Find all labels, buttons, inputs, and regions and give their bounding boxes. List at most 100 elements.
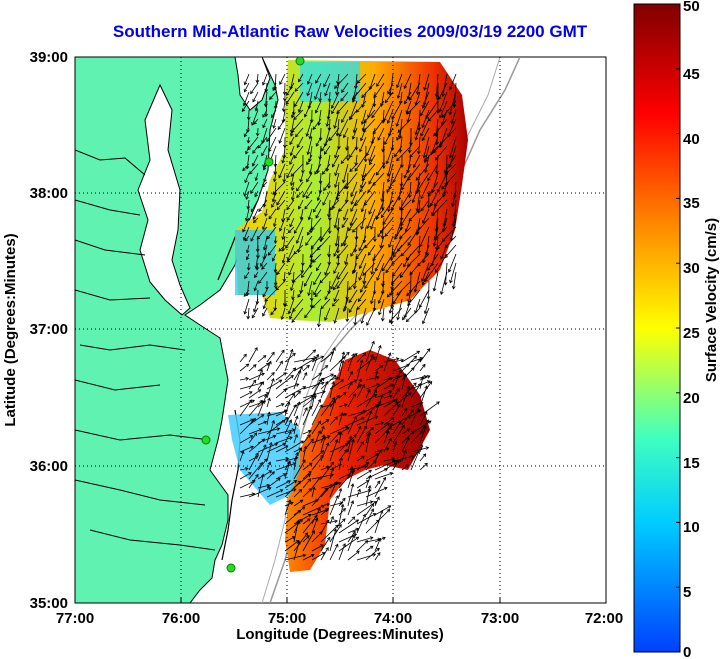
current-vector-arrow [257, 421, 267, 426]
current-vector-arrow [311, 404, 323, 426]
current-vector-arrowhead [343, 216, 347, 221]
current-vector-arrowhead [345, 296, 350, 301]
current-vector-arrow [382, 190, 385, 210]
current-vector-arrow [244, 127, 250, 137]
current-vector-arrow [283, 145, 286, 159]
current-vector-arrow [317, 154, 322, 174]
current-vector-arrow [318, 307, 322, 327]
current-vector-arrow [248, 373, 265, 381]
current-vector-arrow [291, 181, 295, 191]
current-vector-arrowhead [407, 302, 411, 306]
current-vector-arrow [356, 489, 361, 498]
current-vector-arrow [294, 82, 304, 92]
current-vector-arrowhead [342, 508, 346, 512]
current-vector-arrowhead [317, 398, 321, 403]
current-vector-arrow [256, 226, 268, 240]
current-vector-arrowhead [267, 411, 271, 416]
current-vectors [239, 73, 457, 561]
current-vector-arrowhead [314, 517, 319, 522]
current-vector-arrow [435, 118, 439, 137]
current-vector-arrow [246, 154, 250, 169]
current-vector-arrowhead [299, 366, 303, 370]
current-vector-arrow [401, 367, 415, 381]
current-vector-arrowhead [268, 148, 272, 153]
current-vector-arrow [300, 172, 304, 182]
current-vector-arrow [276, 199, 286, 210]
current-vector-arrowhead [324, 92, 328, 97]
current-vector-arrow [348, 298, 358, 313]
current-vector-arrow [329, 127, 340, 141]
current-vector-arrowhead [307, 473, 311, 478]
current-vector-arrowhead [311, 304, 316, 309]
current-vector-arrow [338, 360, 344, 381]
current-vector-arrowhead [290, 133, 294, 137]
current-vector-arrowhead [287, 480, 291, 484]
current-vector-arrow [243, 289, 250, 297]
current-vector-arrow [347, 500, 354, 516]
current-vector-arrow [383, 352, 391, 372]
current-vector-arrow [281, 307, 286, 320]
current-vector-arrowhead [444, 171, 449, 176]
current-vector-arrowhead [394, 398, 398, 403]
current-vector-arrow [347, 381, 353, 390]
current-vector-arrow [284, 461, 291, 480]
current-vector-arrowhead [422, 220, 426, 224]
current-vector-arrowhead [410, 409, 414, 413]
current-vector-arrowhead [296, 401, 301, 406]
current-vector-arrow [272, 253, 277, 262]
current-vector-arrow [285, 91, 295, 105]
current-vector-arrow [375, 208, 385, 219]
current-vector-arrow [320, 436, 326, 453]
hf-radar-stations [201, 57, 305, 573]
current-vector-arrow [356, 553, 376, 561]
current-vector-arrow [356, 404, 379, 417]
current-vector-arrowhead [424, 169, 428, 174]
current-vector-arrowhead [278, 379, 283, 383]
current-vector-arrowhead [334, 543, 339, 548]
current-vector-arrowhead [307, 434, 311, 438]
current-vector-arrowhead [330, 515, 334, 520]
current-vector-arrow [239, 468, 249, 471]
current-vector-arrowhead [358, 265, 363, 270]
current-vector-arrowhead [419, 443, 424, 448]
current-vector-arrow [392, 373, 406, 381]
current-vector-arrowhead [395, 459, 399, 464]
current-vector-arrowhead [365, 152, 370, 157]
current-vector-arrow [386, 145, 394, 164]
current-vector-arrow [348, 217, 358, 231]
current-vector-arrow [395, 217, 403, 238]
current-vector-arrowhead [346, 351, 350, 356]
current-vector-arrowhead [403, 407, 408, 412]
current-vector-arrowhead [289, 182, 294, 187]
current-vector-arrow [396, 127, 403, 141]
current-vector-arrow [410, 407, 419, 426]
current-vector-arrow [314, 82, 322, 100]
current-vector-arrowhead [317, 323, 321, 328]
current-vector-arrow [392, 163, 403, 183]
current-vector-arrowhead [315, 143, 320, 147]
current-vector-arrowhead [274, 442, 279, 447]
current-vector-arrow [320, 365, 328, 372]
current-vector-arrowhead [396, 137, 400, 141]
current-vector-arrow [365, 475, 371, 489]
current-vector-arrow [449, 91, 457, 115]
current-vector-arrow [311, 420, 321, 435]
current-vector-arrow [307, 226, 313, 236]
current-vector-arrowhead [394, 236, 398, 240]
current-vector-arrowhead [377, 233, 381, 238]
current-vector-arrowhead [390, 383, 394, 388]
current-vector-arrowhead [269, 96, 273, 100]
current-vector-arrow [340, 91, 349, 102]
current-vector-arrowhead [249, 435, 254, 439]
current-vector-arrowhead [337, 481, 342, 486]
current-vector-arrowhead [382, 536, 386, 541]
current-vector-arrowhead [297, 480, 302, 485]
current-vector-arrowhead [376, 480, 381, 485]
current-vector-arrowhead [424, 385, 428, 389]
current-vector-arrow [387, 154, 394, 177]
current-vector-arrow [293, 489, 303, 498]
current-vector-arrowhead [260, 381, 265, 385]
current-vector-arrow [366, 307, 376, 326]
current-vector-arrowhead [334, 519, 338, 524]
current-vector-arrowhead [341, 119, 345, 123]
